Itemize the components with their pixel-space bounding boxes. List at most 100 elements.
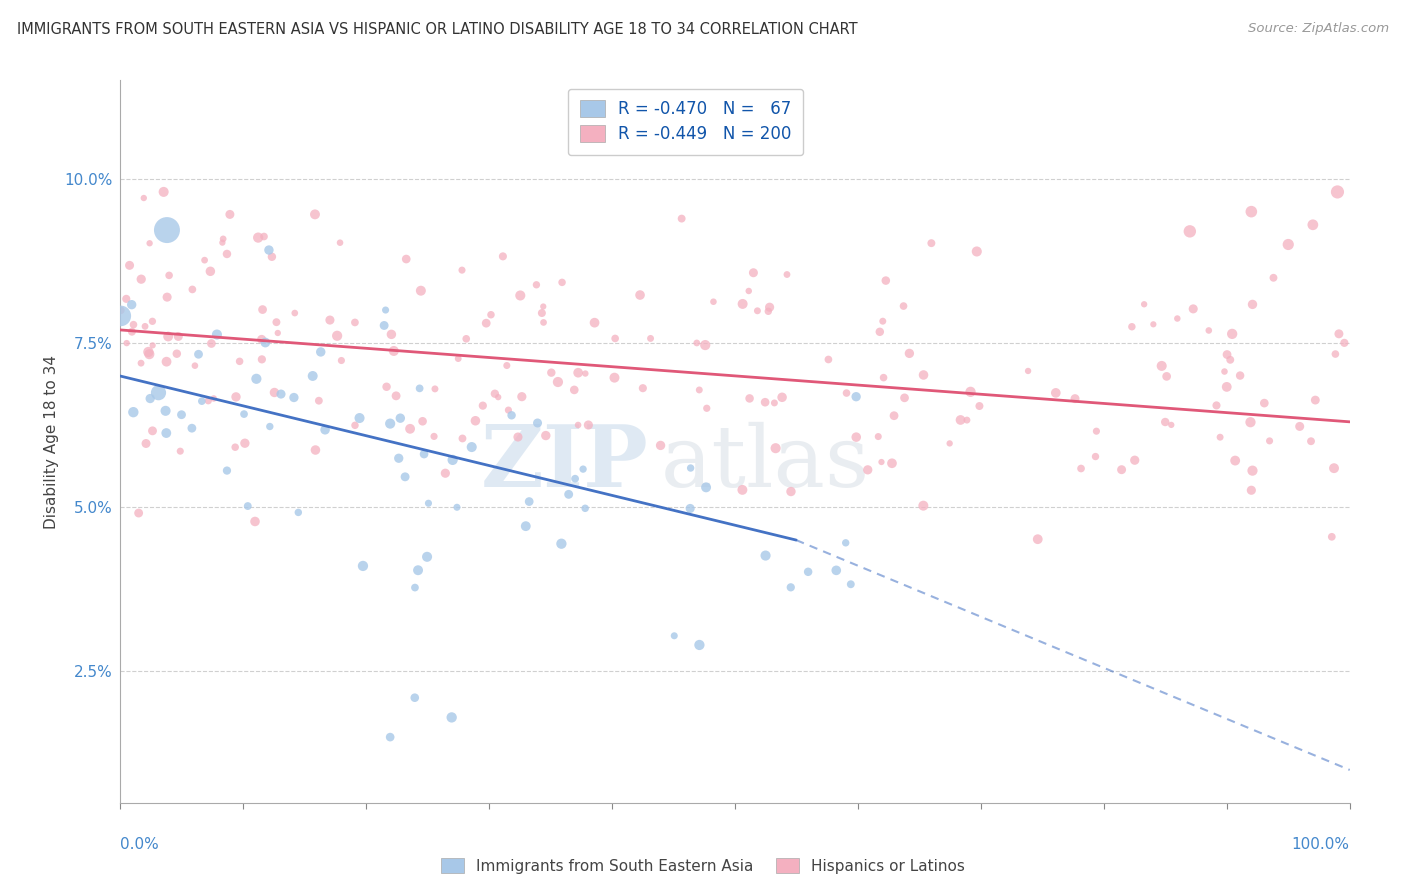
Point [880,456,903,470]
Point [1302,218,1324,232]
Point [389,411,412,425]
Point [1070,461,1092,475]
Point [304,207,326,221]
Point [184,359,207,373]
Point [671,211,693,226]
Legend: Immigrants from South Eastern Asia, Hispanics or Latinos: Immigrants from South Eastern Asia, Hisp… [434,852,972,880]
Point [696,401,718,416]
Point [845,390,868,404]
Point [115,292,138,306]
Point [194,253,217,268]
Point [484,386,506,401]
Point [479,308,502,322]
Point [1154,415,1177,429]
Point [308,393,330,408]
Point [1240,204,1263,219]
Point [603,370,626,384]
Point [287,505,309,519]
Point [267,326,290,340]
Point [412,414,434,428]
Text: ZIP: ZIP [481,421,648,505]
Point [409,284,432,298]
Point [129,272,152,286]
Point [243,515,266,529]
Point [1150,359,1173,373]
Point [688,638,710,652]
Point [434,467,457,481]
Point [686,335,709,350]
Point [1182,301,1205,316]
Point [215,464,238,478]
Point [215,247,238,261]
Point [374,303,396,318]
Point [451,263,474,277]
Point [526,416,548,430]
Point [640,331,662,345]
Text: 100.0%: 100.0% [1292,838,1350,852]
Point [605,331,627,345]
Point [375,380,398,394]
Point [1121,319,1143,334]
Point [742,266,765,280]
Point [883,409,905,423]
Point [1216,347,1239,361]
Point [501,409,523,423]
Point [155,404,177,418]
Point [754,395,776,409]
Point [380,730,402,744]
Point [134,319,156,334]
Point [132,191,155,205]
Point [197,393,219,408]
Point [550,537,572,551]
Point [567,417,589,432]
Point [956,413,979,427]
Text: IMMIGRANTS FROM SOUTH EASTERN ASIA VS HISPANIC OR LATINO DISABILITY AGE 18 TO 34: IMMIGRANTS FROM SOUTH EASTERN ASIA VS HI… [17,22,858,37]
Point [966,244,988,259]
Point [868,429,890,443]
Point [770,390,793,404]
Point [547,375,569,389]
Point [1160,417,1182,432]
Point [202,392,225,406]
Point [404,690,426,705]
Point [1178,224,1201,238]
Point [1241,464,1264,478]
Point [236,499,259,513]
Point [464,414,486,428]
Point [533,315,555,329]
Point [688,383,710,397]
Point [1209,430,1232,444]
Point [564,472,586,486]
Text: 0.0%: 0.0% [120,838,159,852]
Point [898,346,921,360]
Point [211,235,233,250]
Point [1166,311,1188,326]
Point [920,236,942,251]
Point [259,419,281,434]
Point [326,328,349,343]
Point [283,391,305,405]
Point [200,336,222,351]
Point [1225,453,1247,467]
Point [870,455,893,469]
Point [510,390,533,404]
Point [1240,483,1263,498]
Point [574,501,596,516]
Point [872,314,894,328]
Point [498,403,520,417]
Point [373,318,395,333]
Point [1229,368,1251,383]
Point [167,329,190,343]
Point [839,577,862,591]
Point [270,387,292,401]
Point [506,430,529,444]
Point [526,277,548,292]
Point [1064,392,1087,406]
Point [181,282,204,296]
Point [121,298,143,312]
Point [380,327,402,342]
Point [404,581,426,595]
Point [765,441,787,455]
Point [1085,424,1108,438]
Point [797,565,820,579]
